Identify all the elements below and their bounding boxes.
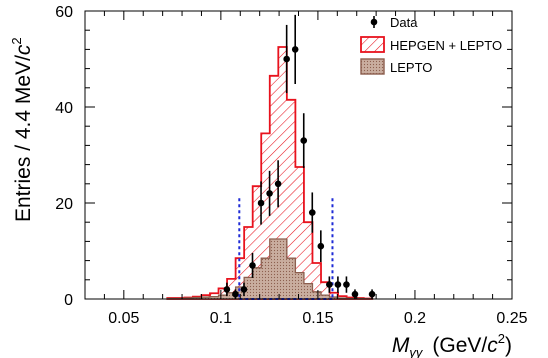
data-point-9: [300, 113, 308, 168]
data-point-marker: [291, 46, 299, 53]
legend-dotted-swatch-icon: [360, 58, 385, 75]
data-point-5: [266, 170, 273, 216]
x-tick-label: 0.25: [496, 310, 527, 327]
y-tick-label: 60: [55, 4, 73, 21]
y-tick-label: 0: [64, 292, 73, 309]
data-point-marker: [274, 180, 282, 188]
legend-entry-lepto: LEPTO: [360, 58, 432, 75]
x-tick-label: 0.1: [210, 310, 232, 327]
legend-data-marker-icon: [370, 18, 378, 26]
data-point-4: [257, 181, 265, 225]
y-axis: 0 20 40 60: [55, 4, 512, 309]
lepto-histogram-bars: [166, 238, 373, 300]
legend-label-data: Data: [390, 15, 418, 30]
data-point-8: [291, 14, 299, 84]
x-tick-label: 0.15: [302, 310, 333, 327]
data-point-10: [308, 192, 316, 233]
data-point-1: [232, 289, 239, 299]
lepto-histogram: [166, 238, 373, 300]
mass-window-lines: [238, 198, 334, 300]
data-point-marker: [317, 242, 325, 250]
data-point-13: [334, 276, 342, 293]
data-point-0: [223, 282, 231, 297]
data-point-6: [274, 160, 282, 208]
data-point-marker: [343, 281, 350, 288]
data-point-marker: [308, 209, 316, 216]
data-point-marker: [266, 190, 273, 197]
legend: Data HEPGEN + LEPTO LEPTO: [360, 15, 502, 75]
data-point-16: [368, 289, 376, 299]
legend-label-hepgen-lepto: HEPGEN + LEPTO: [390, 38, 502, 53]
data-point-marker: [257, 199, 265, 207]
y-tick-label: 20: [55, 196, 73, 213]
data-point-marker: [283, 55, 290, 63]
data-point-2: [240, 282, 248, 297]
x-axis: 0.05 0.1 0.15 0.2 0.25: [84, 11, 528, 327]
data-point-marker: [368, 290, 376, 298]
legend-label-lepto: LEPTO: [390, 60, 432, 75]
data-point-3: [249, 252, 256, 278]
x-tick-label: 0.05: [108, 310, 139, 327]
data-point-marker: [223, 286, 231, 293]
data-point-12: [326, 276, 333, 293]
data-point-marker: [232, 290, 239, 298]
plot-area: [166, 14, 376, 300]
data-points: [223, 14, 376, 299]
data-point-marker: [326, 281, 333, 288]
y-tick-label: 40: [55, 100, 73, 117]
data-point-marker: [351, 290, 359, 298]
legend-entry-hepgen-lepto: HEPGEN + LEPTO: [360, 36, 502, 53]
data-point-7: [283, 24, 290, 94]
data-point-14: [343, 276, 350, 293]
legend-hatched-swatch-icon: [360, 36, 385, 53]
data-point-marker: [240, 286, 248, 293]
legend-entry-data: Data: [370, 15, 418, 30]
x-axis-label: Mγγ (GeV/c2): [392, 331, 512, 358]
data-point-marker: [300, 137, 308, 144]
x-tick-label: 0.2: [404, 310, 426, 327]
y-axis-label: Entries / 4.4 MeV/c2: [9, 37, 35, 222]
data-point-marker: [334, 281, 342, 288]
data-point-11: [317, 230, 325, 263]
data-point-marker: [249, 262, 256, 269]
